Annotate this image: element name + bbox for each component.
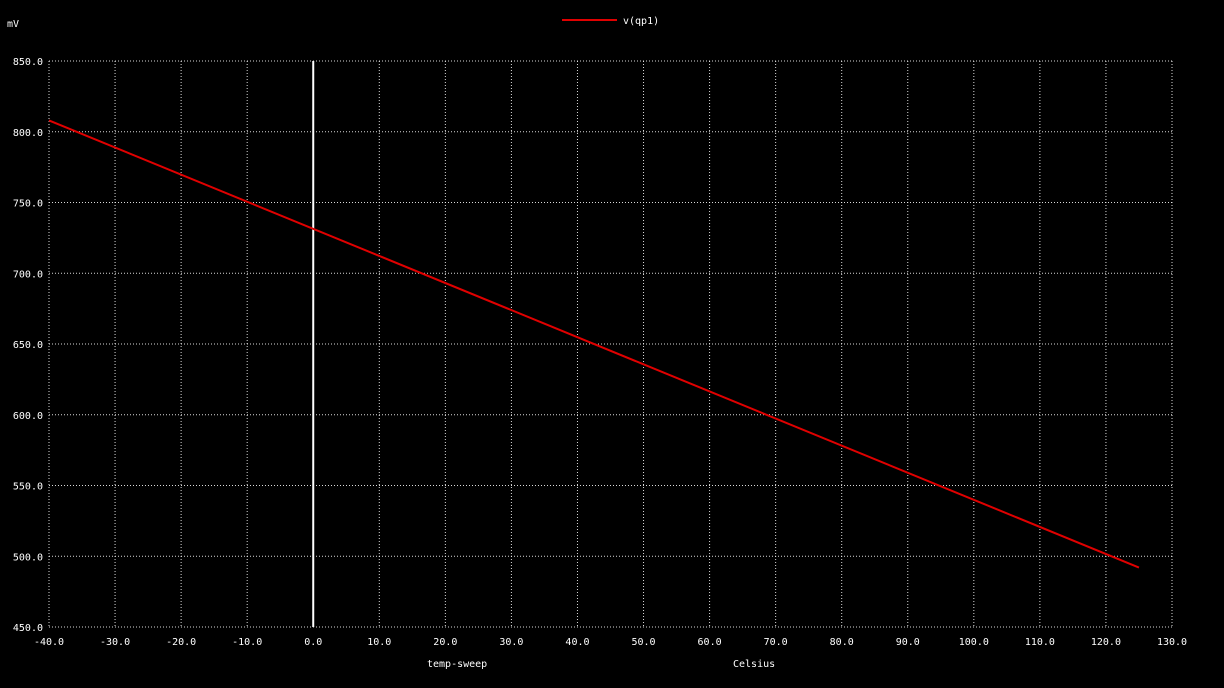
series-line-v-qp1: [48, 119, 1140, 569]
tick-labels: -40.0 -30.0 -20.0 -10.0 0.0 10.0 20.0 30.0 40.0 5…: [13, 57, 1187, 648]
y-tick-label: 650.0: [13, 340, 43, 351]
x-tick-label: 10.0: [367, 637, 391, 648]
y-tick-label: 500.0: [13, 552, 43, 563]
x-tick-label: -10.0: [232, 637, 262, 648]
x-axis-label-right: Celsius: [733, 659, 775, 670]
y-tick-label: 850.0: [13, 57, 43, 68]
y-tick-label: 700.0: [13, 269, 43, 280]
x-tick-label: 110.0: [1025, 637, 1055, 648]
legend-label: v(qp1): [623, 16, 659, 27]
x-tick-label: 40.0: [565, 637, 589, 648]
y-tick-label: 750.0: [13, 199, 43, 210]
y-axis-label: mV: [7, 19, 19, 30]
grid: [48, 60, 1173, 628]
x-tick-label: 20.0: [433, 637, 457, 648]
x-tick-label: -20.0: [166, 637, 196, 648]
x-tick-label: 130.0: [1157, 637, 1187, 648]
legend: v(qp1): [562, 16, 659, 27]
x-tick-label: 60.0: [698, 637, 722, 648]
x-tick-label: 50.0: [631, 637, 655, 648]
y-tick-label: 600.0: [13, 411, 43, 422]
y-tick-label: 450.0: [13, 623, 43, 634]
x-tick-label: -40.0: [34, 637, 64, 648]
x-tick-label: 90.0: [896, 637, 920, 648]
x-tick-label: 0.0: [304, 637, 322, 648]
x-tick-label: 70.0: [764, 637, 788, 648]
x-tick-label: 120.0: [1091, 637, 1121, 648]
y-tick-label: 550.0: [13, 482, 43, 493]
x-axis-label-left: temp-sweep: [427, 659, 487, 670]
x-tick-label: 80.0: [830, 637, 854, 648]
x-tick-label: -30.0: [100, 637, 130, 648]
y-tick-label: 800.0: [13, 128, 43, 139]
series: [48, 119, 1140, 569]
x-tick-label: 30.0: [499, 637, 523, 648]
x-tick-label: 100.0: [959, 637, 989, 648]
